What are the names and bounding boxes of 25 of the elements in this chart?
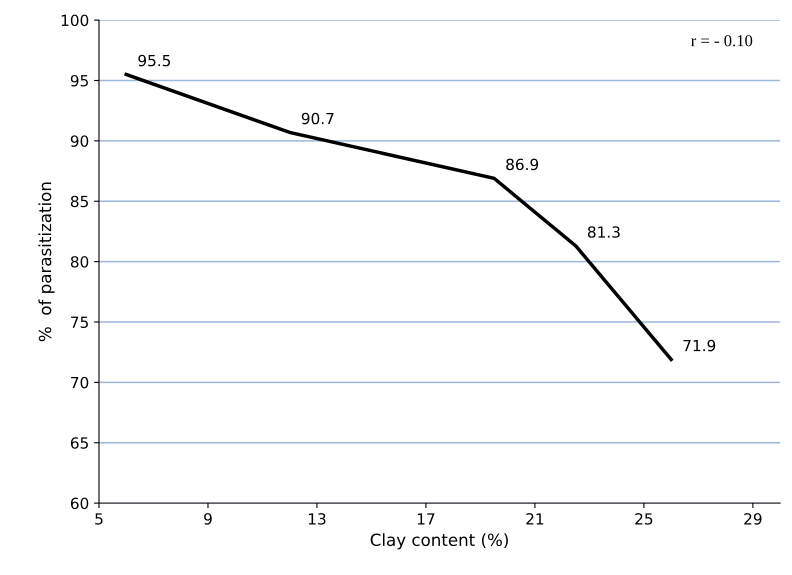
data-label: 81.3: [588, 226, 620, 238]
y-axis-title: % of parasitization: [38, 182, 55, 342]
x-tick-label: 5: [95, 513, 103, 525]
y-tick-label: 90: [70, 135, 88, 147]
y-tick-label: 60: [70, 498, 88, 510]
y-tick-label: 80: [70, 256, 88, 268]
x-tick-label: 25: [635, 513, 652, 525]
y-tick-label: 100: [62, 14, 88, 26]
y-tick-label: 95: [70, 74, 88, 87]
x-axis-title: Clay content (%): [370, 533, 508, 550]
y-tick-label: 65: [70, 437, 88, 449]
x-tick-label: 29: [744, 513, 762, 525]
data-label: 90.7: [302, 112, 334, 124]
y-tick-label: 85: [70, 196, 88, 208]
x-tick-label: 17: [418, 513, 434, 524]
x-tick-label: 9: [204, 513, 212, 525]
line-series: [124, 72, 673, 362]
data-label: 86.9: [506, 158, 538, 170]
y-tick-label: 70: [71, 376, 88, 388]
y-tick-label: 75: [71, 316, 88, 328]
x-tick-label: 13: [308, 513, 326, 525]
data-label: 71.9: [684, 340, 716, 352]
data-label: 95.5: [138, 54, 170, 66]
annotation: r = - 0.10: [691, 35, 752, 46]
x-tick-label: 21: [526, 513, 544, 524]
